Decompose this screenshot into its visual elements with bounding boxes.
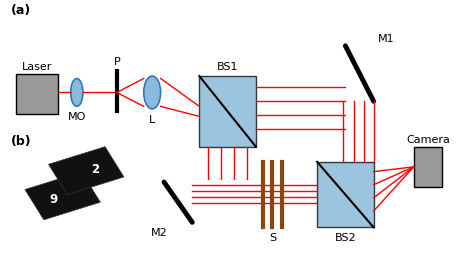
Text: P: P: [113, 57, 120, 67]
Text: MO: MO: [68, 112, 86, 122]
Text: BS1: BS1: [217, 62, 238, 72]
Text: (a): (a): [11, 4, 31, 17]
Ellipse shape: [71, 79, 83, 107]
Bar: [317, 162, 374, 228]
Text: (b): (b): [11, 135, 31, 148]
Text: BS2: BS2: [335, 232, 356, 243]
Text: M2: M2: [151, 228, 168, 237]
Bar: [414, 147, 442, 187]
Bar: [16, 74, 58, 115]
Text: L: L: [149, 115, 155, 124]
Text: M1: M1: [378, 34, 395, 44]
Text: S: S: [269, 232, 276, 243]
Text: Camera: Camera: [406, 135, 450, 145]
Ellipse shape: [144, 77, 161, 109]
Bar: [199, 77, 256, 147]
Polygon shape: [25, 172, 100, 220]
Text: 9: 9: [49, 192, 57, 205]
Polygon shape: [48, 147, 124, 195]
Text: Laser: Laser: [21, 62, 52, 72]
Text: 2: 2: [91, 162, 100, 175]
